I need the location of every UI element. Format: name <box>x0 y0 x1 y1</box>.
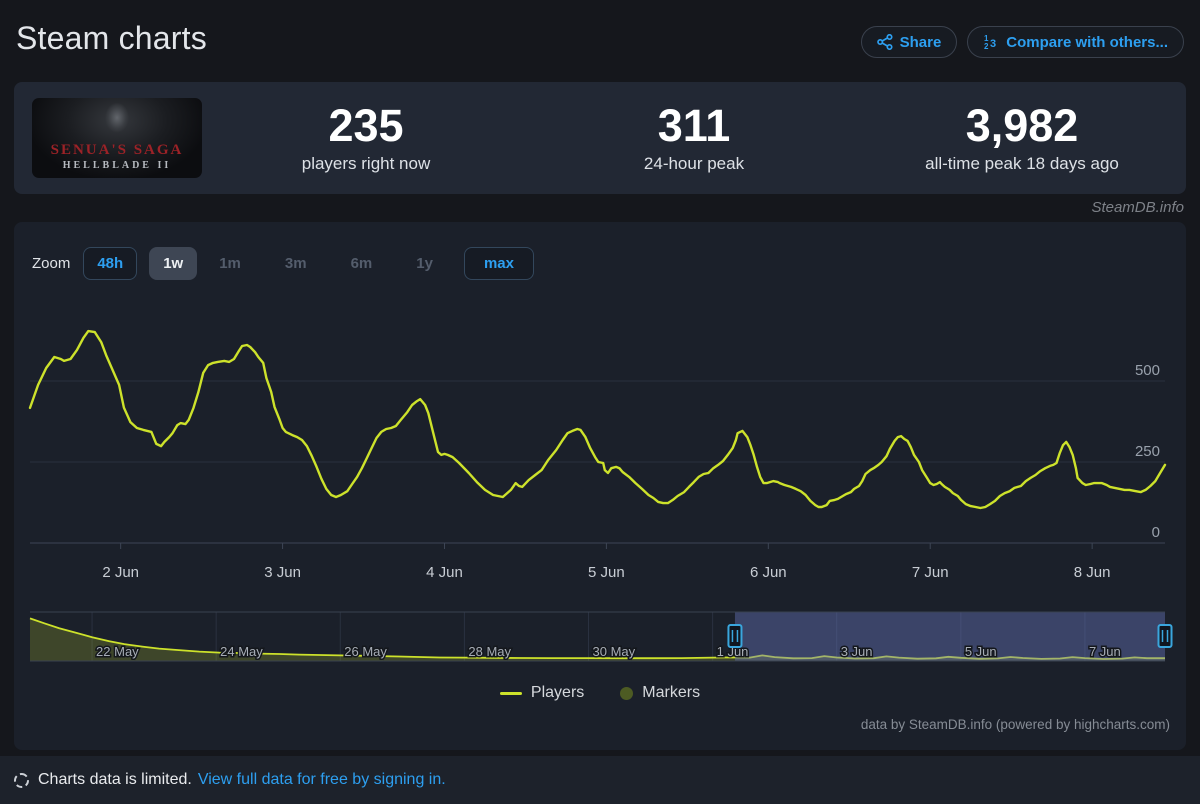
zoom-label: Zoom <box>32 255 71 272</box>
navigator-date-label: 30 May <box>593 644 636 659</box>
navigator-date-label: 22 May <box>96 644 139 659</box>
x-axis-label: 6 Jun <box>750 564 787 581</box>
zoom-button-1w[interactable]: 1w <box>149 247 198 280</box>
share-icon <box>876 34 893 50</box>
legend-item-players[interactable]: Players <box>499 684 585 702</box>
svg-text:3: 3 <box>990 38 996 50</box>
x-axis-label: 8 Jun <box>1074 564 1111 581</box>
navigator-handle-left[interactable] <box>727 624 743 648</box>
dashed-circle-icon <box>14 772 29 788</box>
footer-notice-bar: Charts data is limited. View full data f… <box>0 756 1200 804</box>
header-actions: Share 1 2 3 Compare with others... <box>860 26 1184 58</box>
zoom-button-1m: 1m <box>219 255 241 272</box>
navigator-date-label: 28 May <box>468 644 511 659</box>
zoom-controls: Zoom 48h 1w 1m 3m 6m 1y max <box>32 247 534 280</box>
y-axis-label-0: 0 <box>1152 524 1160 541</box>
svg-text:2: 2 <box>984 42 989 50</box>
game-title-line1: SENUA'S SAGA <box>50 142 184 158</box>
stat-players-now-label: players right now <box>301 154 431 174</box>
x-axis-label: 7 Jun <box>912 564 949 581</box>
game-title-line2: HELLBLADE II <box>62 160 172 171</box>
y-axis-label-500: 500 <box>1135 362 1160 379</box>
stat-alltime-peak-value: 3,982 <box>965 99 1079 151</box>
x-axis-label: 2 Jun <box>102 564 139 581</box>
navigator-selected-mask[interactable] <box>734 612 1165 661</box>
page-title: Steam charts <box>16 20 207 56</box>
stat-players-now-value: 235 <box>328 99 404 151</box>
x-axis-label: 5 Jun <box>588 564 625 581</box>
players-line-series <box>28 329 1167 510</box>
footer-notice-text: Charts data is limited. <box>38 771 192 788</box>
compare-123-icon: 1 2 3 <box>983 34 999 50</box>
players-chart[interactable]: 0 250 500 2 Jun 3 Jun 4 Jun 5 Jun 6 Jun 7 Jun 8 J… <box>14 288 1186 668</box>
legend-players-label: Players <box>530 684 585 701</box>
share-button-label: Share <box>899 33 942 51</box>
navigator-date-label: 24 May <box>220 644 263 659</box>
navigator-date-label: 5 Jun <box>965 644 997 659</box>
stat-24h-peak-label: 24-hour peak <box>643 154 745 174</box>
x-axis-label: 4 Jun <box>426 564 463 581</box>
navigator-date-label: 3 Jun <box>841 644 873 659</box>
legend-item-markers[interactable]: Markers <box>620 684 700 702</box>
stat-24h-peak-value: 311 <box>657 99 731 151</box>
navigator-line-series <box>29 617 1165 660</box>
steamdb-watermark: SteamDB.info <box>1091 199 1184 216</box>
zoom-button-6m: 6m <box>350 255 373 272</box>
y-axis-label-250: 250 <box>1135 443 1160 460</box>
zoom-button-max[interactable]: max <box>463 247 534 280</box>
senua-figure-art <box>95 102 139 154</box>
markers-circle-swatch-icon <box>620 686 634 700</box>
chart-panel: Zoom 48h 1w 1m 3m 6m 1y max 0 250 500 2 Jun… <box>14 222 1186 750</box>
zoom-button-3m: 3m <box>284 255 307 272</box>
share-button[interactable]: Share <box>860 26 958 58</box>
navigator-handle-right[interactable] <box>1157 624 1173 648</box>
stat-24h-peak: 311 24-hour peak <box>530 102 858 174</box>
zoom-button-48h[interactable]: 48h <box>83 247 138 280</box>
legend-markers-label: Markers <box>642 684 701 701</box>
navigator-date-label: 26 May <box>344 644 387 659</box>
chart-credits: data by SteamDB.info (powered by highcha… <box>860 717 1170 732</box>
x-axis-label: 3 Jun <box>264 564 301 581</box>
stat-players-now: 235 players right now <box>202 102 530 174</box>
compare-button-label: Compare with others... <box>1006 33 1168 51</box>
compare-button[interactable]: 1 2 3 Compare with others... <box>967 26 1184 58</box>
chart-legend: Players Markers <box>14 684 1186 702</box>
navigator-area-fill <box>30 618 1165 661</box>
svg-text:1: 1 <box>984 34 989 43</box>
zoom-button-1y: 1y <box>416 255 433 272</box>
game-capsule-image[interactable]: SENUA'S SAGA HELLBLADE II <box>32 98 202 178</box>
stat-alltime-peak: 3,982 all-time peak 18 days ago <box>858 102 1186 174</box>
stat-alltime-peak-label: all-time peak 18 days ago <box>925 154 1119 174</box>
players-line-swatch-icon <box>499 691 522 695</box>
sign-in-link[interactable]: View full data for free by signing in. <box>197 771 446 788</box>
navigator-date-label: 7 Jun <box>1089 644 1121 659</box>
stats-panel: SENUA'S SAGA HELLBLADE II 235 players ri… <box>14 82 1186 194</box>
